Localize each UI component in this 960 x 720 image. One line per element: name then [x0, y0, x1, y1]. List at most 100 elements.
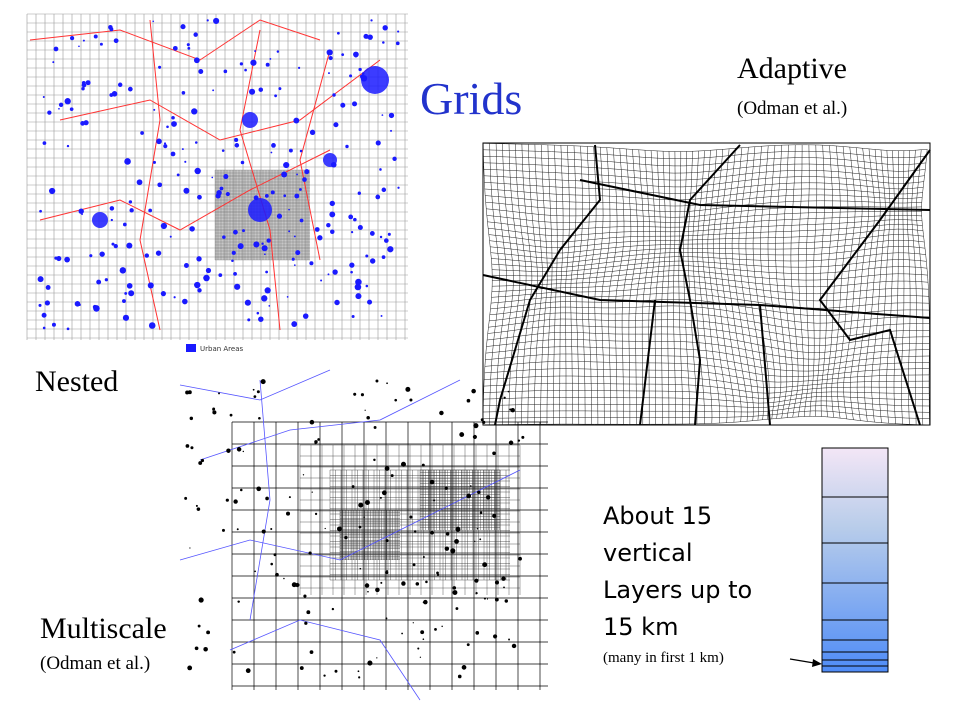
- urban-dot: [186, 43, 190, 47]
- urban-dot: [109, 206, 115, 211]
- state-border: [179, 469, 521, 561]
- border-line: [482, 274, 931, 319]
- urban-dot: [304, 169, 310, 175]
- urban-dot: [336, 31, 340, 35]
- urban-dot: [434, 627, 437, 631]
- urban-dot: [158, 65, 162, 69]
- urban-dot: [329, 200, 335, 207]
- urban-dot: [104, 278, 109, 282]
- mesh-line: [570, 145, 577, 425]
- urban-dot: [444, 546, 450, 551]
- urban-dot: [291, 321, 298, 328]
- urban-dot: [294, 264, 296, 266]
- urban-dot: [256, 311, 260, 315]
- urban-dot: [422, 556, 425, 558]
- urban-dot: [124, 158, 131, 165]
- urban-dot: [155, 250, 162, 256]
- urban-dot: [261, 529, 266, 534]
- urban-dot: [370, 19, 373, 22]
- urban-dot: [44, 300, 50, 306]
- urban-dot: [176, 173, 180, 177]
- urban-dot: [385, 617, 388, 620]
- urban-dot: [302, 313, 309, 319]
- urban-dot: [147, 282, 154, 289]
- urban-dot: [261, 245, 268, 252]
- urban-dot: [353, 392, 357, 396]
- urban-dot: [212, 89, 215, 92]
- mesh-line: [614, 148, 625, 425]
- urban-dot: [261, 242, 264, 245]
- mesh-line: [893, 150, 899, 424]
- urban-dot: [293, 117, 300, 124]
- mesh-line: [483, 405, 930, 413]
- urban-dot: [376, 657, 378, 659]
- mesh-line: [731, 147, 754, 421]
- urban-dot: [193, 32, 198, 37]
- mesh-line: [878, 150, 891, 423]
- urban-dot: [303, 594, 307, 598]
- urban-dot: [412, 622, 414, 624]
- urban-dot: [183, 187, 190, 194]
- mesh-line: [790, 144, 799, 418]
- urban-dot: [397, 30, 400, 33]
- urban-dot: [254, 50, 257, 52]
- urban-dot: [195, 504, 198, 507]
- urban-dot: [129, 208, 134, 213]
- urban-dot: [242, 229, 245, 233]
- urban-dot: [459, 432, 465, 438]
- urban-dot: [324, 527, 326, 530]
- urban-dot: [273, 553, 277, 557]
- urban-dot: [153, 108, 156, 111]
- adaptive-credit: (Odman et al.): [737, 98, 848, 119]
- urban-dot: [265, 62, 270, 67]
- urban-dot: [314, 227, 320, 232]
- urban-dot: [317, 235, 323, 241]
- urban-dot: [197, 194, 202, 200]
- urban-dot: [510, 407, 515, 413]
- urban-dot: [163, 144, 168, 149]
- urban-dot: [425, 580, 428, 584]
- urban-dot: [409, 515, 413, 519]
- mesh-line: [775, 145, 788, 419]
- urban-dot: [196, 256, 202, 262]
- state-border: [199, 379, 461, 461]
- urban-dot: [409, 398, 413, 402]
- urban-dot: [78, 208, 84, 214]
- urban-dot: [367, 34, 373, 40]
- urban-dot: [109, 93, 114, 97]
- urban-dot: [345, 144, 349, 149]
- urban-dot: [266, 238, 271, 243]
- mesh-line: [608, 147, 618, 425]
- mesh-line: [901, 150, 905, 425]
- mesh-line: [678, 151, 683, 425]
- urban-dot: [221, 528, 225, 532]
- mesh-line: [843, 147, 863, 419]
- urban-dot: [234, 137, 239, 142]
- urban-dot: [354, 283, 362, 291]
- urban-dot: [511, 643, 517, 649]
- urban-dot: [206, 630, 211, 635]
- mesh-line: [588, 146, 597, 425]
- urban-dot: [344, 536, 348, 540]
- urban-dot: [367, 590, 369, 593]
- urban-dot: [299, 149, 303, 153]
- state-border: [229, 619, 421, 701]
- urban-dot: [336, 526, 342, 532]
- state-border: [29, 19, 321, 61]
- urban-dot: [127, 86, 133, 92]
- mesh-line: [488, 223, 923, 243]
- mesh-line: [798, 144, 804, 417]
- urban-dot: [218, 392, 220, 395]
- urban-dot: [380, 581, 383, 584]
- urban-dot: [128, 290, 135, 297]
- urban-dot: [503, 586, 505, 589]
- urban-dot: [350, 231, 354, 234]
- urban-dot: [171, 121, 177, 127]
- urban-dot: [455, 607, 459, 610]
- urban-dot: [503, 396, 506, 399]
- urban-dot: [423, 599, 428, 605]
- urban-dot: [276, 50, 280, 53]
- urban-dot: [206, 19, 209, 22]
- urban-dot: [379, 235, 383, 239]
- urban-dot: [240, 488, 243, 492]
